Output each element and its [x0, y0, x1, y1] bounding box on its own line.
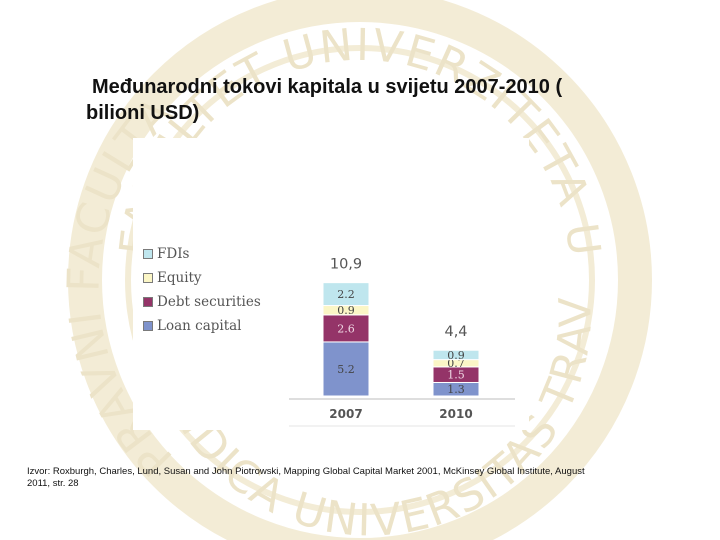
- legend-label-loan-capital: Loan capital: [157, 318, 242, 334]
- bar-segment-fdis-2007: [322, 282, 370, 307]
- chart-legend: FDIs Equity Debt securities Loan capital: [143, 242, 261, 338]
- data-label-debt-securities-2010: 1.5: [447, 369, 465, 382]
- bar-segment-fdis-2010: [432, 349, 480, 361]
- legend-label-equity: Equity: [157, 270, 202, 286]
- source-line-2: 2011, str. 28: [27, 478, 79, 489]
- data-label-debt-securities-2007: 2.6: [337, 322, 355, 335]
- data-label-loan-capital-2007: 5.2: [337, 363, 355, 376]
- legend-label-fdis: FDIs: [157, 246, 190, 262]
- legend-label-debt-securities: Debt securities: [157, 294, 261, 310]
- data-label-fdis-2007: 2.2: [337, 288, 355, 301]
- total-label-2007: 10,9: [330, 257, 362, 273]
- total-label-2010: 4,4: [444, 324, 467, 340]
- legend-item-equity: Equity: [143, 266, 261, 290]
- slide-title-line-2: bilioni USD): [86, 102, 200, 124]
- data-label-equity-2010: 0.7: [447, 357, 465, 370]
- legend-item-debt-securities: Debt securities: [143, 290, 261, 314]
- category-label-2007: 2007: [329, 407, 362, 421]
- legend-item-loan-capital: Loan capital: [143, 314, 261, 338]
- legend-swatch-equity: [143, 273, 153, 283]
- data-label-loan-capital-2010: 1.3: [447, 383, 465, 396]
- category-label-2010: 2010: [439, 407, 472, 421]
- legend-item-fdis: FDIs: [143, 242, 261, 266]
- slide-title: Međunarodni tokovi kapitala u svijetu 20…: [86, 74, 686, 126]
- source-line-1: Izvor: Roxburgh, Charles, Lund, Susan an…: [27, 466, 585, 477]
- legend-swatch-debt-securities: [143, 297, 153, 307]
- data-label-equity-2007: 0.9: [337, 304, 355, 317]
- data-label-fdis-2010: 0.9: [447, 349, 465, 362]
- legend-swatch-loan-capital: [143, 321, 153, 331]
- bar-segment-loan-capital-2007: [322, 341, 370, 397]
- slide-title-line-1: Međunarodni tokovi kapitala u svijetu 20…: [92, 76, 563, 98]
- source-citation: Izvor: Roxburgh, Charles, Lund, Susan an…: [27, 466, 667, 490]
- chart-panel: 5.2 2.6 0.9 2.2 10,9 2007 1.3 1.5 0.7 0.9 4,4 2010 …: [133, 138, 529, 430]
- legend-swatch-fdis: [143, 249, 153, 259]
